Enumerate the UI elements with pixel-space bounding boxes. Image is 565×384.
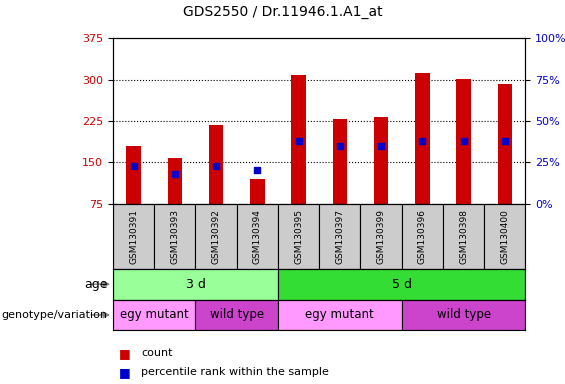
Bar <box>250 179 264 204</box>
Text: 3 d: 3 d <box>185 278 206 291</box>
Point <box>211 162 220 169</box>
Text: ■: ■ <box>119 366 131 379</box>
Text: 5 d: 5 d <box>392 278 412 291</box>
Text: GSM130399: GSM130399 <box>377 209 385 264</box>
Bar <box>209 125 223 204</box>
Bar <box>168 158 182 204</box>
Text: age: age <box>84 278 107 291</box>
Point <box>501 138 510 144</box>
Bar <box>402 204 443 269</box>
Text: wild type: wild type <box>437 308 490 321</box>
Bar <box>484 204 525 269</box>
Bar <box>457 79 471 204</box>
Point <box>294 138 303 144</box>
Bar <box>278 269 525 300</box>
Bar <box>154 204 195 269</box>
Point <box>253 167 262 174</box>
Text: egy mutant: egy mutant <box>120 308 189 321</box>
Text: GSM130393: GSM130393 <box>171 209 179 264</box>
Bar <box>443 204 484 269</box>
Text: GSM130394: GSM130394 <box>253 209 262 263</box>
Bar <box>278 300 402 330</box>
Text: egy mutant: egy mutant <box>306 308 374 321</box>
Text: genotype/variation: genotype/variation <box>1 310 107 320</box>
Text: GSM130398: GSM130398 <box>459 209 468 264</box>
Bar <box>113 204 154 269</box>
Text: count: count <box>141 348 173 358</box>
Text: GDS2550 / Dr.11946.1.A1_at: GDS2550 / Dr.11946.1.A1_at <box>182 5 383 19</box>
Text: GSM130395: GSM130395 <box>294 209 303 264</box>
Bar <box>360 204 402 269</box>
Bar <box>402 300 525 330</box>
Text: percentile rank within the sample: percentile rank within the sample <box>141 367 329 377</box>
Text: wild type: wild type <box>210 308 264 321</box>
Point <box>171 171 180 177</box>
Bar <box>237 204 278 269</box>
Point <box>129 162 138 169</box>
Bar <box>195 204 237 269</box>
Point <box>376 143 385 149</box>
Text: GSM130400: GSM130400 <box>501 209 509 263</box>
Point <box>418 138 427 144</box>
Bar <box>333 119 347 204</box>
Point <box>335 143 344 149</box>
Bar <box>195 300 278 330</box>
Bar <box>374 117 388 204</box>
Point <box>459 138 468 144</box>
Bar <box>113 300 195 330</box>
Bar <box>278 204 319 269</box>
Text: GSM130391: GSM130391 <box>129 209 138 264</box>
Bar <box>498 84 512 204</box>
Bar <box>127 146 141 204</box>
Text: GSM130397: GSM130397 <box>336 209 344 264</box>
Text: ■: ■ <box>119 347 131 360</box>
Bar <box>319 204 360 269</box>
Bar <box>292 75 306 204</box>
Text: GSM130392: GSM130392 <box>212 209 220 263</box>
Bar <box>113 269 278 300</box>
Bar <box>415 73 429 204</box>
Text: GSM130396: GSM130396 <box>418 209 427 264</box>
